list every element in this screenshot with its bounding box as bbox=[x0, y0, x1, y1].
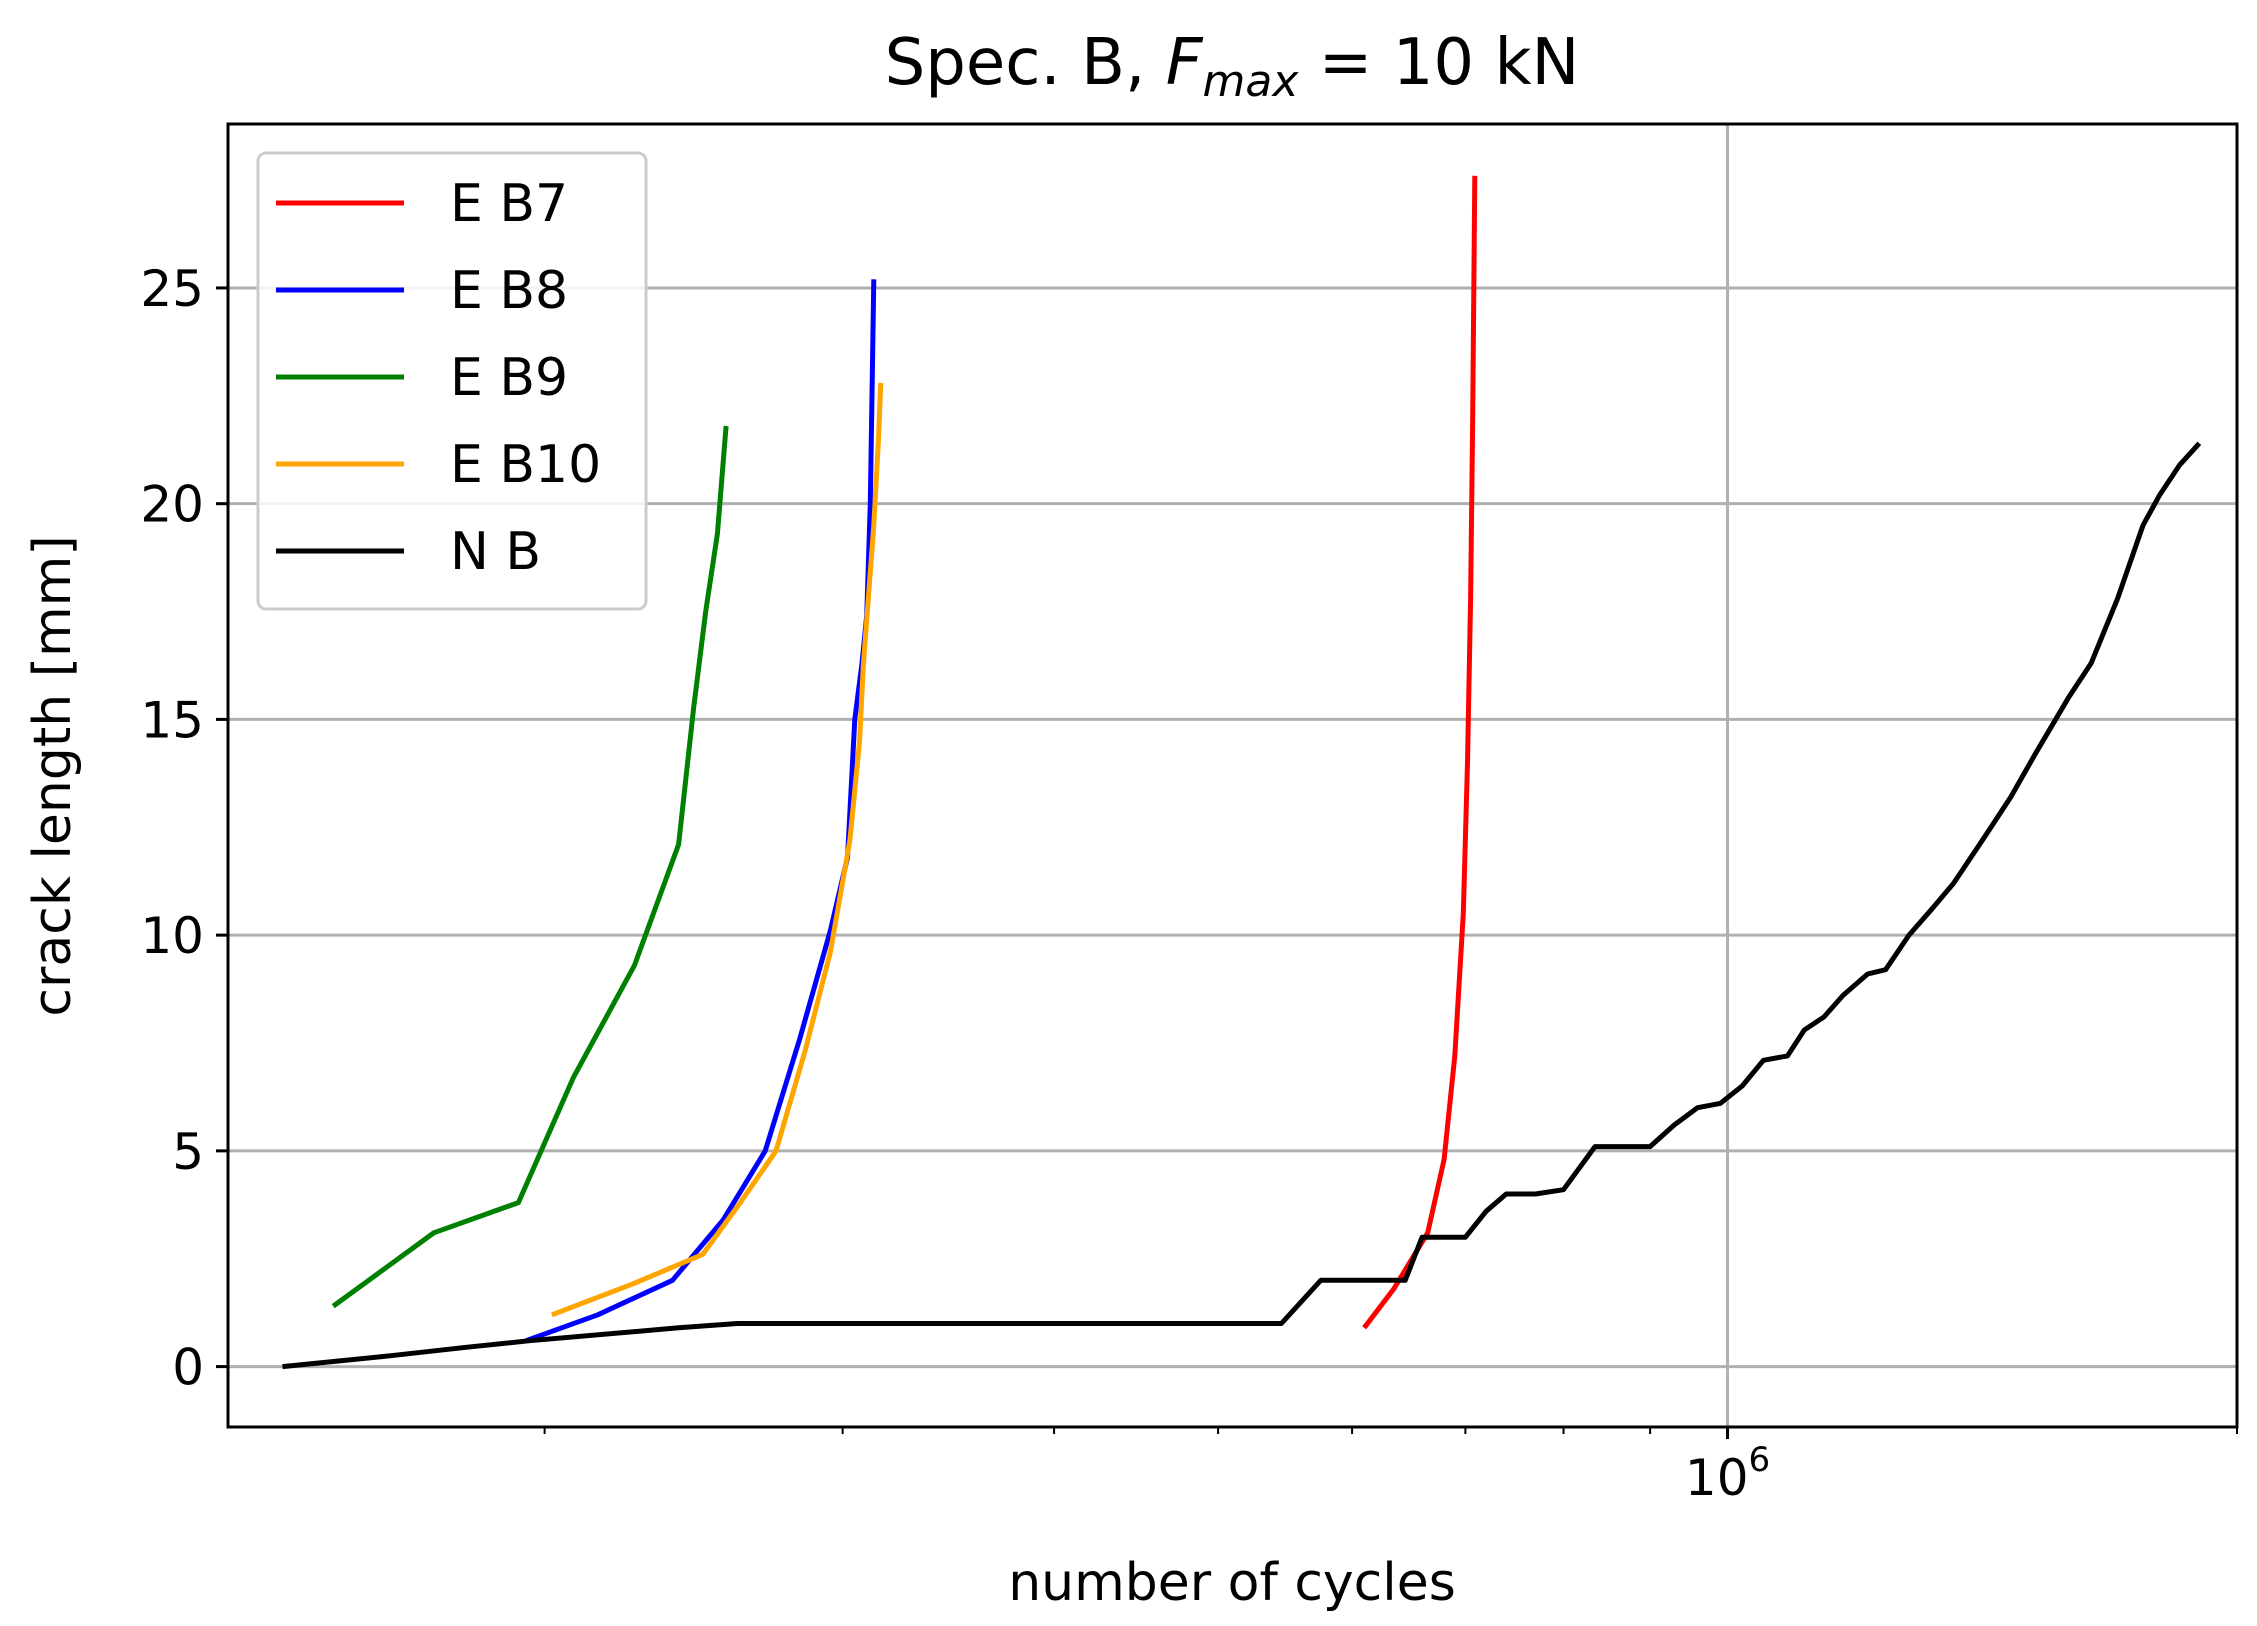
y-tick-label: 15 bbox=[140, 691, 204, 749]
legend: E B7 E B8 E B9 E B10 N B bbox=[256, 151, 648, 611]
title-variable: F bbox=[1166, 26, 1204, 100]
y-tick-label: 5 bbox=[172, 1123, 204, 1181]
legend-label-n-b: N B bbox=[450, 522, 541, 582]
legend-label-e-b9: E B9 bbox=[450, 348, 568, 408]
x-tick-label: 106 bbox=[1685, 1440, 1770, 1507]
y-axis-label: crack length [mm] bbox=[23, 535, 83, 1016]
y-tick-label: 25 bbox=[140, 260, 204, 318]
y-tick-label: 20 bbox=[140, 476, 204, 534]
chart-title: Spec. B, Fmax = 10 kN bbox=[885, 26, 1580, 107]
grid-lines bbox=[228, 124, 2237, 1427]
title-prefix: Spec. B, bbox=[885, 26, 1166, 100]
legend-label-e-b8: E B8 bbox=[450, 261, 568, 321]
x-axis-label: number of cycles bbox=[1008, 1553, 1456, 1613]
x-tick-base: 10 bbox=[1685, 1449, 1749, 1507]
legend-label-e-b7: E B7 bbox=[450, 174, 568, 234]
legend-label-e-b10: E B10 bbox=[450, 435, 601, 495]
series-line-e-b10 bbox=[551, 382, 884, 1318]
series-line-n-b bbox=[282, 441, 2202, 1370]
legend-box bbox=[256, 151, 648, 611]
y-tick-label: 0 bbox=[172, 1339, 204, 1397]
title-subscript: max bbox=[1203, 56, 1300, 107]
y-tick-label: 10 bbox=[140, 907, 204, 965]
series-lines bbox=[282, 175, 2202, 1370]
x-tick-exponent: 6 bbox=[1749, 1440, 1771, 1480]
series-line-e-b9 bbox=[331, 425, 729, 1309]
plot-frame bbox=[226, 122, 2239, 1429]
title-suffix: = 10 kN bbox=[1298, 26, 1579, 100]
